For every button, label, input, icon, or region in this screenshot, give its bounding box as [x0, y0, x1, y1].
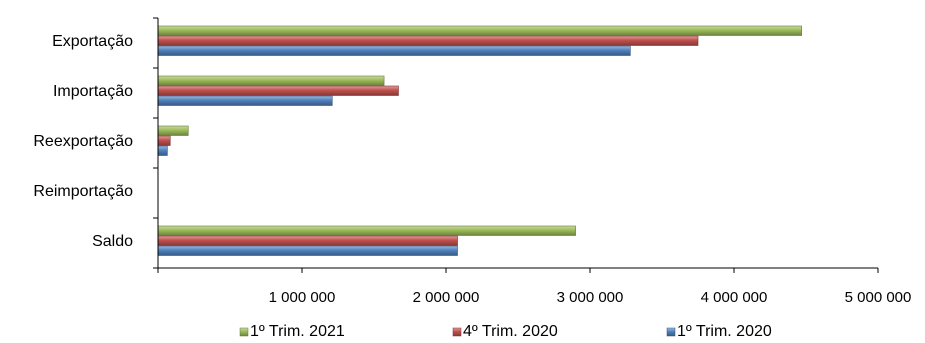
legend-label: 1º Trim. 2021 [250, 323, 345, 340]
bar-1-trim-2021-4 [157, 225, 576, 236]
category-label: Importação [53, 83, 133, 100]
legend-swatch [239, 327, 249, 337]
bar-1-trim-2021-0 [157, 25, 802, 36]
x-tick-label: 1 000 000 [269, 289, 336, 306]
bar-1-trim-2020-0 [157, 45, 631, 56]
bar-1-trim-2020-1 [157, 95, 333, 106]
bar-1-trim-2020-2 [157, 145, 168, 156]
labels-group: Exportação Importação Reexportação Reimport… [33, 33, 911, 306]
legend-swatch [666, 327, 676, 337]
bars-group [157, 25, 802, 256]
bar-4-trim-2020-1 [157, 85, 399, 96]
x-tick-label: 5 000 000 [845, 289, 912, 306]
category-label: Reexportação [33, 133, 133, 150]
legend: 1º Trim. 2021 4º Trim. 2020 1º Trim. 2020 [239, 323, 772, 340]
category-label: Saldo [92, 233, 133, 250]
bar-4-trim-2020-0 [157, 35, 699, 46]
legend-label: 1º Trim. 2020 [677, 323, 772, 340]
bar-1-trim-2021-2 [157, 125, 189, 136]
bar-1-trim-2020-4 [157, 245, 458, 256]
x-tick-label: 4 000 000 [701, 289, 768, 306]
x-tick-label: 2 000 000 [413, 289, 480, 306]
axes-group [153, 17, 879, 273]
x-tick-label: 3 000 000 [557, 289, 624, 306]
legend-swatch [452, 327, 462, 337]
legend-label: 4º Trim. 2020 [463, 323, 558, 340]
category-label: Reimportação [33, 183, 133, 200]
bar-1-trim-2021-1 [157, 75, 385, 86]
bar-4-trim-2020-2 [157, 135, 171, 146]
bar-4-trim-2020-4 [157, 235, 458, 246]
category-label: Exportação [52, 33, 133, 50]
